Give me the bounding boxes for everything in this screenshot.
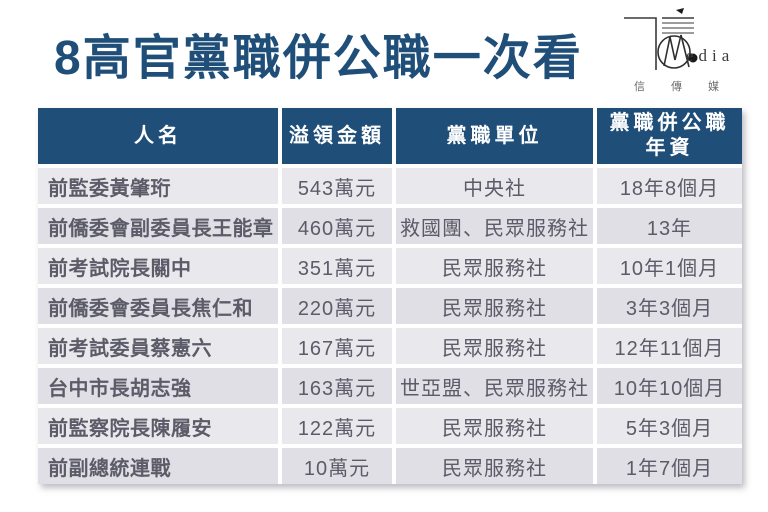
table-cell-amount: 122萬元 bbox=[282, 408, 392, 444]
table-cell-tenure: 3年3個月 bbox=[597, 288, 742, 324]
table-cell-amount: 167萬元 bbox=[282, 328, 392, 364]
col-header-tenure: 黨職併公職 年資 bbox=[597, 108, 742, 164]
table-cell-tenure: 1年7個月 bbox=[597, 448, 742, 484]
table-cell-name: 前僑委會委員長焦仁和 bbox=[38, 288, 278, 324]
table-cell-tenure: 10年10個月 bbox=[597, 368, 742, 404]
table-cell-name: 台中市長胡志強 bbox=[38, 368, 278, 404]
logo-media-text: edia bbox=[686, 46, 735, 65]
table-cell-amount: 351萬元 bbox=[282, 248, 392, 284]
table-cell-unit: 世亞盟、民眾服務社 bbox=[396, 368, 593, 404]
table-cell-name: 前考試委員蔡憲六 bbox=[38, 328, 278, 364]
table-cell-unit: 民眾服務社 bbox=[396, 328, 593, 364]
table-cell-unit: 民眾服務社 bbox=[396, 288, 593, 324]
col-header-tenure-line2: 年資 bbox=[645, 137, 694, 159]
table-cell-amount: 460萬元 bbox=[282, 208, 392, 244]
table-cell-name: 前副總統連戰 bbox=[38, 448, 278, 484]
table-cell-tenure: 10年1個月 bbox=[597, 248, 742, 284]
table-cell-amount: 10萬元 bbox=[282, 448, 392, 484]
logo-chinese-name: 信傳媒 bbox=[634, 81, 745, 93]
table-cell-name: 前考試院長關中 bbox=[38, 248, 278, 284]
col-header-amount: 溢領金額 bbox=[282, 108, 392, 164]
col-header-tenure-line1: 黨職併公職 bbox=[609, 112, 730, 134]
table-cell-unit: 民眾服務社 bbox=[396, 408, 593, 444]
table-cell-name: 前僑委會副委員長王能章 bbox=[38, 208, 278, 244]
col-header-name: 人名 bbox=[38, 108, 278, 164]
table-cell-name: 前監委黃肇珩 bbox=[38, 168, 278, 204]
table-cell-name: 前監察院長陳履安 bbox=[38, 408, 278, 444]
table-cell-unit: 救國團、民眾服務社 bbox=[396, 208, 593, 244]
table-cell-amount: 543萬元 bbox=[282, 168, 392, 204]
table-cell-amount: 220萬元 bbox=[282, 288, 392, 324]
officials-table: 人名 溢領金額 黨職單位 黨職併公職 年資 前監委黃肇珩 543萬元 中央社 1… bbox=[38, 108, 742, 484]
table-cell-tenure: 18年8個月 bbox=[597, 168, 742, 204]
page-title: 8高官黨職併公職一次看 bbox=[54, 32, 583, 85]
table-cell-tenure: 5年3個月 bbox=[597, 408, 742, 444]
table-cell-unit: 中央社 bbox=[396, 168, 593, 204]
col-header-unit: 黨職單位 bbox=[396, 108, 593, 164]
table-cell-amount: 163萬元 bbox=[282, 368, 392, 404]
table-cell-tenure: 13年 bbox=[597, 208, 742, 244]
cmmedia-logo-mark bbox=[624, 8, 698, 70]
cmmedia-logo: edia 信傳媒 bbox=[620, 6, 760, 98]
table-cell-tenure: 12年11個月 bbox=[597, 328, 742, 364]
table-cell-unit: 民眾服務社 bbox=[396, 448, 593, 484]
table-cell-unit: 民眾服務社 bbox=[396, 248, 593, 284]
